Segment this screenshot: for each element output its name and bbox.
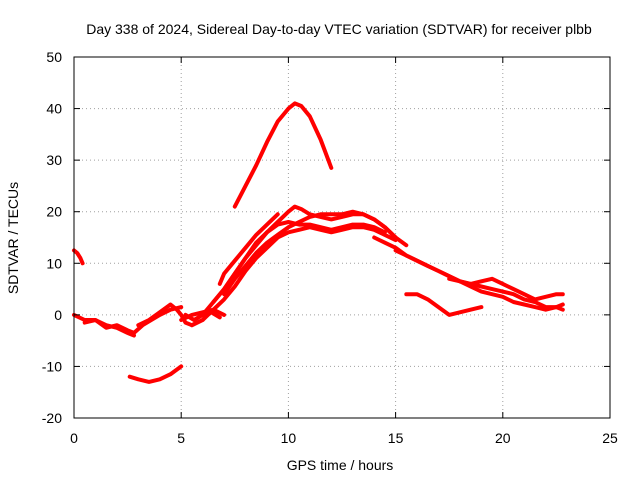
x-tick-label: 15	[388, 430, 404, 446]
x-tick-label: 25	[602, 430, 618, 446]
y-tick: 10	[46, 255, 610, 271]
y-tick-label: 10	[46, 255, 62, 271]
data-series-arc-m	[232, 101, 334, 209]
chart-title: Day 338 of 2024, Sidereal Day-to-day VTE…	[86, 21, 592, 37]
data-series-arc-e	[127, 364, 184, 384]
y-axis-label: SDTVAR / TECUs	[5, 182, 21, 294]
grid-lines	[74, 57, 610, 418]
y-tick: 30	[46, 152, 610, 168]
data-series-arc-k	[222, 209, 398, 297]
axis-ticks: 0 5 10 15 20 25 -20 -10 0 10 20 30 40 50	[42, 49, 618, 446]
y-tick: 0	[54, 307, 610, 323]
data-series-arc-h	[189, 225, 398, 328]
x-tick: 5	[177, 57, 185, 446]
y-tick-label: 40	[46, 101, 62, 117]
data-series-arc-d	[136, 302, 205, 328]
x-tick: 10	[281, 57, 297, 446]
y-tick-label: 20	[46, 204, 62, 220]
y-tick-label: 0	[54, 307, 62, 323]
plot-frame	[73, 56, 611, 419]
y-tick-label: 30	[46, 152, 62, 168]
x-tick-label: 5	[177, 430, 185, 446]
y-tick: 20	[46, 204, 610, 220]
x-tick: 15	[388, 57, 404, 446]
data-series-arc-a	[72, 248, 85, 266]
data-series-group	[72, 101, 565, 384]
x-tick-label: 20	[495, 430, 511, 446]
data-series-arc-b	[72, 312, 136, 338]
y-tick: -10	[42, 358, 610, 374]
data-series-arc-o	[393, 248, 565, 302]
x-tick-label: 0	[70, 430, 78, 446]
data-series-arc-p	[447, 276, 565, 312]
data-series-arc-c	[82, 305, 184, 335]
x-tick-label: 10	[281, 430, 297, 446]
y-tick-label: 50	[46, 49, 62, 65]
x-tick: 20	[495, 57, 511, 446]
y-tick-label: -10	[42, 358, 62, 374]
data-series-arc-l	[217, 212, 280, 286]
data-series-arc-q	[404, 292, 484, 317]
y-tick-label: -20	[42, 410, 62, 426]
x-axis-label: GPS time / hours	[287, 457, 394, 473]
y-tick: 40	[46, 101, 610, 117]
